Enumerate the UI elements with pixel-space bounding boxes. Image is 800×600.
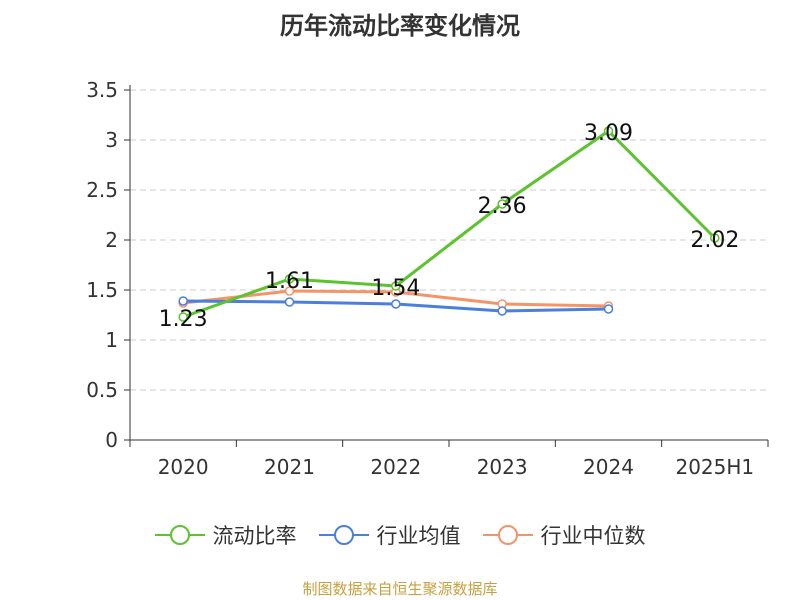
series-line-0: [182, 129, 716, 319]
x-tick-label: 2025H1: [675, 455, 754, 479]
y-tick-label: 2: [105, 228, 118, 252]
data-label: 2.02: [690, 228, 739, 253]
legend-label: 行业均值: [376, 524, 461, 548]
legend-item[interactable]: 行业中位数: [482, 520, 646, 550]
source-note: 制图数据来自恒生聚源数据库: [302, 580, 498, 598]
chart-title: 历年流动比率变化情况: [280, 12, 520, 40]
data-point: [710, 233, 720, 243]
y-tick-label: 0.5: [86, 378, 118, 402]
data-point: [178, 296, 188, 306]
data-point: [603, 304, 614, 314]
data-label: 1.23: [159, 307, 208, 332]
data-point: [603, 126, 614, 136]
y-tick-label: 3: [105, 128, 118, 152]
x-tick-label: 2024: [583, 455, 634, 479]
x-tick-label: 2022: [370, 455, 421, 479]
legend-label: 行业中位数: [540, 524, 646, 548]
gridlines: [130, 89, 768, 391]
y-tick-label: 1.5: [86, 278, 118, 302]
data-point: [391, 299, 401, 309]
legend-label: 流动比率: [212, 524, 297, 548]
y-tick-label: 2.5: [86, 178, 118, 202]
data-label: 1.61: [265, 269, 314, 294]
x-tick-label: 2021: [264, 455, 315, 479]
y-tick-label: 1: [105, 328, 118, 352]
data-point: [178, 312, 188, 322]
legend-line-marker-icon: [482, 525, 533, 545]
legend-item[interactable]: 行业均值: [318, 520, 461, 550]
data-label: 3.09: [584, 121, 633, 146]
series-lines: [178, 126, 720, 322]
x-tick-label: 2020: [158, 455, 209, 479]
data-label: 2.36: [478, 194, 527, 219]
legend-line-marker-icon: [318, 525, 369, 545]
legend-line-marker-icon: [154, 525, 205, 545]
data-point: [497, 199, 507, 209]
y-tick-label: 0: [105, 428, 118, 452]
data-label: 1.54: [371, 276, 420, 301]
data-point: [284, 274, 295, 284]
data-point: [284, 286, 295, 296]
data-labels: 1.23 1.61 1.54 2.36 3.09 2.02: [159, 121, 740, 332]
legend-item[interactable]: 流动比率: [154, 520, 297, 550]
data-point: [284, 297, 295, 307]
data-point: [391, 281, 401, 291]
axes: 0 0.5 1 1.5 2 2.5 3 3.5 2020 2021 2022 2023 2024 2025…: [86, 78, 769, 479]
data-point: [497, 306, 507, 316]
x-tick-label: 2023: [477, 455, 528, 479]
legend: 流动比率 行业均值 行业中位数: [0, 520, 800, 550]
y-tick-label: 3.5: [86, 78, 118, 102]
